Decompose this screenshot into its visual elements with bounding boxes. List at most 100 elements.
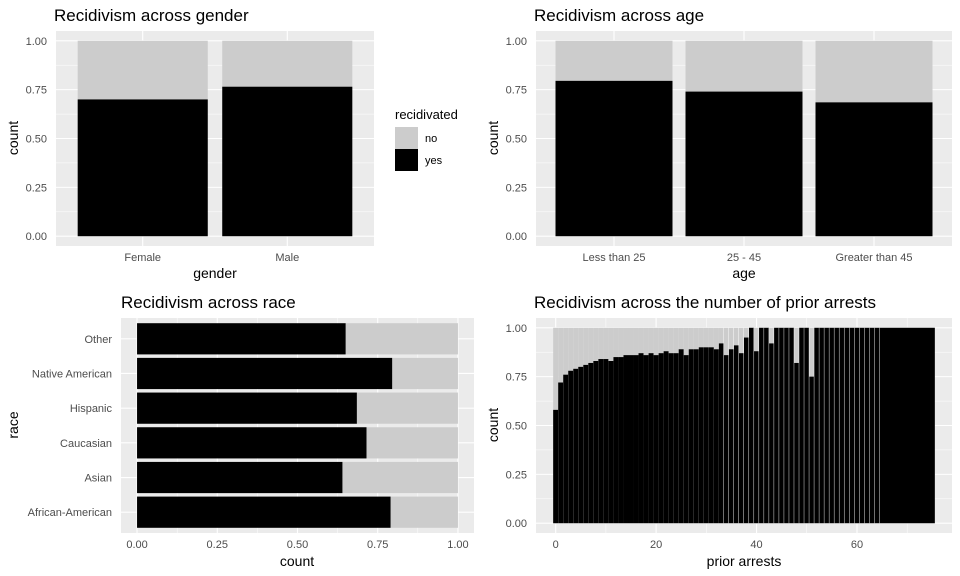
y-tick-label: Caucasian	[60, 438, 112, 450]
legend-swatch-no	[395, 127, 418, 149]
x-tick-label: Female	[124, 252, 161, 264]
age-x-tick-labels: Less than 25 25 - 45 Greater than 45	[583, 252, 913, 264]
bar-yes	[733, 345, 739, 524]
panel-gender: Recidivism across gender 0.00 0.25 0.50 0.7…	[5, 6, 374, 281]
bar-yes	[864, 327, 870, 524]
bar-yes	[558, 382, 564, 524]
priors-x-axis-title: prior arrests	[707, 553, 782, 569]
y-tick-label: 1.00	[506, 323, 527, 335]
bar-no-Other	[345, 323, 458, 355]
panel-priors: Recidivism across the number of prior ar…	[485, 293, 952, 569]
bar-no-Hispanic	[356, 392, 458, 424]
bar-yes	[678, 349, 684, 524]
bar-yes	[693, 349, 699, 524]
bar-yes	[628, 355, 634, 524]
bar-yes-Greater than 45	[815, 102, 933, 237]
y-tick-label: 0.50	[26, 134, 47, 146]
bar-yes	[668, 353, 674, 524]
bar-yes	[618, 357, 624, 524]
x-tick-label: Male	[275, 252, 299, 264]
x-tick-label: Less than 25	[583, 252, 646, 264]
bar-yes	[814, 327, 820, 524]
bar-yes	[588, 362, 594, 524]
bar-yes	[648, 353, 654, 524]
race-x-axis-title: count	[280, 553, 314, 569]
bar-yes	[834, 327, 840, 524]
bar-yes-Hispanic	[137, 392, 357, 424]
bar-yes-Less than 25	[555, 80, 673, 237]
bar-yes-Other	[137, 323, 346, 355]
bar-yes-25 - 45	[685, 91, 803, 237]
bar-yes	[824, 327, 830, 524]
bar-yes	[869, 327, 875, 524]
bar-no-Female	[77, 40, 208, 100]
race-bars	[137, 323, 458, 528]
bar-yes	[663, 351, 669, 524]
gender-y-axis-title: count	[5, 121, 21, 155]
priors-bars	[553, 327, 935, 524]
legend-title: recidivated	[395, 107, 458, 122]
bar-yes-Male	[222, 86, 353, 237]
x-tick-label: 40	[750, 539, 762, 551]
x-tick-label: 0	[553, 539, 559, 551]
bar-yes	[859, 327, 865, 524]
y-tick-label: 0.75	[506, 85, 527, 97]
bar-yes	[874, 327, 880, 524]
bar-yes	[879, 327, 935, 524]
race-x-tick-labels: 0.00 0.25 0.50 0.75 1.00	[126, 539, 468, 551]
age-chart-title: Recidivism across age	[534, 6, 704, 25]
bar-yes	[598, 359, 604, 524]
gender-bars	[77, 40, 353, 237]
age-y-tick-labels: 0.00 0.25 0.50 0.75 1.00	[506, 36, 527, 243]
bar-yes	[849, 327, 855, 524]
bar-no-Greater than 45	[815, 40, 933, 103]
bar-yes-African-American	[137, 496, 391, 528]
bar-yes	[764, 327, 770, 524]
bar-no-African-American	[390, 496, 458, 528]
x-tick-label: Greater than 45	[835, 252, 912, 264]
bar-yes	[854, 327, 860, 524]
bar-yes	[638, 353, 644, 524]
bar-yes	[799, 327, 805, 524]
legend-label-no: no	[425, 133, 437, 145]
x-tick-label: 1.00	[447, 539, 468, 551]
bar-yes	[774, 327, 780, 524]
y-tick-label: 1.00	[26, 36, 47, 48]
bar-yes	[829, 327, 835, 524]
gender-x-tick-labels: Female Male	[124, 252, 299, 264]
gender-x-axis-title: gender	[193, 265, 237, 281]
bar-yes	[683, 355, 689, 524]
bar-yes-Caucasian	[137, 427, 367, 459]
age-x-axis-title: age	[732, 265, 756, 281]
race-y-axis-title: race	[5, 411, 21, 438]
bar-yes	[603, 359, 609, 524]
bar-yes	[713, 349, 719, 524]
y-tick-label: 0.25	[506, 182, 527, 194]
bar-yes	[754, 351, 760, 524]
y-tick-label: 0.25	[26, 182, 47, 194]
bar-yes	[578, 366, 584, 524]
y-tick-label: 0.75	[506, 372, 527, 384]
x-tick-label: 0.00	[126, 539, 147, 551]
gender-chart-title: Recidivism across gender	[54, 6, 249, 25]
y-tick-label: Asian	[84, 473, 112, 485]
x-tick-label: 0.50	[287, 539, 308, 551]
race-category-labels: African-American Asian Caucasian Hispanic Na…	[28, 334, 113, 519]
bar-no-Less than 25	[555, 40, 673, 81]
bar-yes	[819, 327, 825, 524]
y-tick-label: 0.00	[506, 231, 527, 243]
bar-yes	[673, 353, 679, 524]
priors-chart-title: Recidivism across the number of prior ar…	[534, 293, 876, 312]
bar-yes	[759, 327, 765, 524]
x-tick-label: 20	[650, 539, 662, 551]
bar-yes-Native American	[137, 357, 393, 390]
bar-yes	[633, 355, 639, 524]
y-tick-label: 1.00	[506, 36, 527, 48]
bar-yes	[623, 355, 629, 524]
bar-yes	[738, 353, 744, 524]
y-tick-label: 0.25	[506, 469, 527, 481]
bar-yes	[723, 355, 729, 524]
bar-yes	[794, 362, 800, 524]
legend-label-yes: yes	[425, 155, 443, 167]
